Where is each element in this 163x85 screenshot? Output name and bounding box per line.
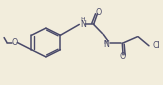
Text: O: O [119, 52, 125, 61]
Text: O: O [11, 38, 18, 47]
Text: H: H [80, 17, 85, 22]
Text: H: H [103, 40, 108, 45]
Text: O: O [95, 8, 102, 17]
Text: N: N [80, 20, 86, 29]
Text: N: N [103, 40, 109, 49]
Text: Cl: Cl [152, 41, 160, 50]
